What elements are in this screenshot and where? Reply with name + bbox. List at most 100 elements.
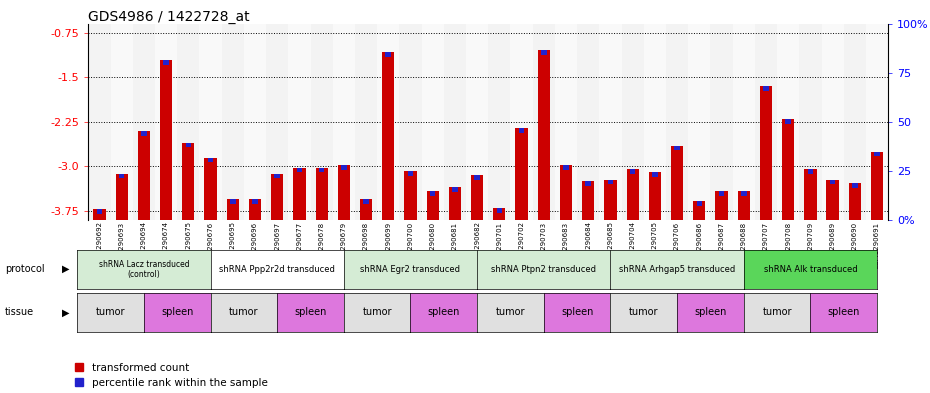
Bar	[405, 171, 417, 220]
Bar	[870, 152, 883, 220]
Bar	[252, 199, 258, 204]
Bar	[221, 24, 244, 220]
Text: ▶: ▶	[62, 264, 70, 274]
Bar	[311, 24, 333, 220]
Bar	[538, 50, 550, 220]
Bar	[599, 24, 621, 220]
Bar	[474, 175, 480, 180]
Bar	[452, 187, 458, 192]
Bar	[207, 158, 213, 162]
Bar	[671, 146, 684, 220]
Bar	[674, 146, 680, 151]
Bar	[88, 24, 111, 220]
Bar	[205, 158, 217, 220]
Bar	[378, 24, 399, 220]
Bar	[178, 24, 199, 220]
Text: shRNA Egr2 transduced: shRNA Egr2 transduced	[361, 265, 460, 274]
Bar	[338, 165, 350, 220]
Bar	[315, 168, 327, 220]
Bar	[760, 86, 772, 220]
Bar	[386, 52, 391, 57]
Bar	[199, 24, 221, 220]
Text: tumor: tumor	[629, 307, 658, 318]
Bar	[852, 183, 857, 188]
Bar	[799, 24, 821, 220]
Bar	[399, 24, 421, 220]
Bar	[182, 143, 194, 220]
Bar	[230, 199, 235, 204]
Bar	[844, 24, 866, 220]
Bar	[511, 24, 533, 220]
Bar	[621, 24, 644, 220]
Bar	[541, 50, 547, 55]
Bar	[288, 24, 311, 220]
Bar	[444, 24, 466, 220]
Bar	[227, 199, 239, 220]
Bar	[466, 24, 488, 220]
Text: tumor: tumor	[763, 307, 791, 318]
Bar	[807, 169, 813, 174]
Bar	[341, 165, 347, 170]
Bar	[821, 24, 844, 220]
Bar	[119, 174, 125, 178]
Bar	[764, 86, 769, 91]
Bar	[755, 24, 777, 220]
Bar	[555, 24, 578, 220]
Text: ▶: ▶	[62, 307, 70, 318]
Text: spleen: spleen	[561, 307, 593, 318]
Text: tissue: tissue	[5, 307, 33, 318]
Bar	[741, 191, 747, 196]
Bar	[407, 171, 413, 176]
Bar	[586, 182, 591, 186]
Bar	[782, 119, 794, 220]
Bar	[737, 191, 750, 220]
Bar	[115, 174, 127, 220]
Bar	[449, 187, 461, 220]
Bar	[630, 169, 635, 174]
Text: protocol: protocol	[5, 264, 45, 274]
Bar	[186, 143, 191, 147]
Text: spleen: spleen	[294, 307, 326, 318]
Bar	[111, 24, 133, 220]
Bar	[830, 180, 835, 184]
Bar	[138, 131, 150, 220]
Text: spleen: spleen	[161, 307, 193, 318]
Bar	[519, 128, 525, 132]
Bar	[866, 24, 888, 220]
Bar	[382, 52, 394, 220]
Bar	[607, 180, 613, 184]
Bar	[319, 168, 325, 173]
Text: shRNA Ppp2r2d transduced: shRNA Ppp2r2d transduced	[219, 265, 335, 274]
Bar	[533, 24, 555, 220]
Bar	[733, 24, 755, 220]
Bar	[427, 191, 439, 220]
Bar	[271, 174, 284, 220]
Bar	[333, 24, 355, 220]
Bar	[97, 209, 102, 214]
Text: shRNA Alk transduced: shRNA Alk transduced	[764, 265, 857, 274]
Bar	[360, 199, 372, 220]
Bar	[266, 24, 288, 220]
Bar	[493, 208, 506, 220]
Bar	[627, 169, 639, 220]
Bar	[430, 191, 435, 196]
Bar	[719, 191, 724, 196]
Bar	[644, 24, 666, 220]
Bar	[582, 182, 594, 220]
Bar	[488, 24, 511, 220]
Bar	[688, 24, 711, 220]
Bar	[141, 131, 147, 136]
Bar	[786, 119, 790, 124]
Text: tumor: tumor	[96, 307, 126, 318]
Bar	[515, 128, 527, 220]
Legend: transformed count, percentile rank within the sample: transformed count, percentile rank withi…	[75, 363, 268, 388]
Text: spleen: spleen	[428, 307, 460, 318]
Text: spleen: spleen	[828, 307, 860, 318]
Bar	[874, 152, 880, 156]
Bar	[693, 201, 706, 220]
Bar	[93, 209, 106, 220]
Bar	[421, 24, 444, 220]
Text: tumor: tumor	[496, 307, 525, 318]
Bar	[160, 61, 172, 220]
Text: spleen: spleen	[694, 307, 726, 318]
